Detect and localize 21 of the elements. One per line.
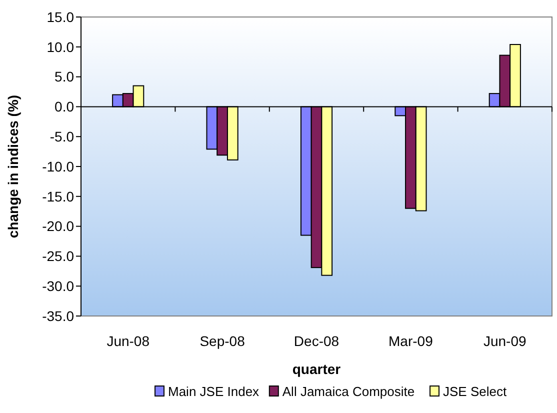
legend-label: Main JSE Index: [168, 384, 260, 399]
y-tick-label: -35.0: [42, 308, 74, 324]
legend-label: JSE Select: [443, 384, 507, 399]
x-tick-label: Sep-08: [200, 333, 246, 349]
x-tick-label: Jun-09: [483, 333, 527, 349]
y-tick-label: 0.0: [54, 98, 74, 115]
x-tick-label: Dec-08: [294, 333, 340, 349]
y-tick-label: 10.0: [46, 38, 74, 55]
y-axis-title: change in indices (%): [5, 94, 21, 238]
y-tick-label: -30.0: [42, 278, 74, 294]
y-tick-label: -20.0: [42, 218, 74, 234]
x-tick-label: Mar-09: [388, 333, 434, 349]
y-tick-label: -10.0: [42, 158, 74, 174]
y-tick-label: 5.0: [54, 68, 74, 85]
y-tick-label: -5.0: [50, 128, 74, 144]
y-tick-label: -25.0: [42, 248, 74, 264]
legend-label: All Jamaica Composite: [282, 384, 415, 399]
y-tick-label: 15.0: [46, 8, 74, 25]
x-axis-title: quarter: [292, 361, 342, 377]
x-tick-label: Jun-08: [106, 333, 150, 349]
y-tick-label: -15.0: [42, 188, 74, 204]
